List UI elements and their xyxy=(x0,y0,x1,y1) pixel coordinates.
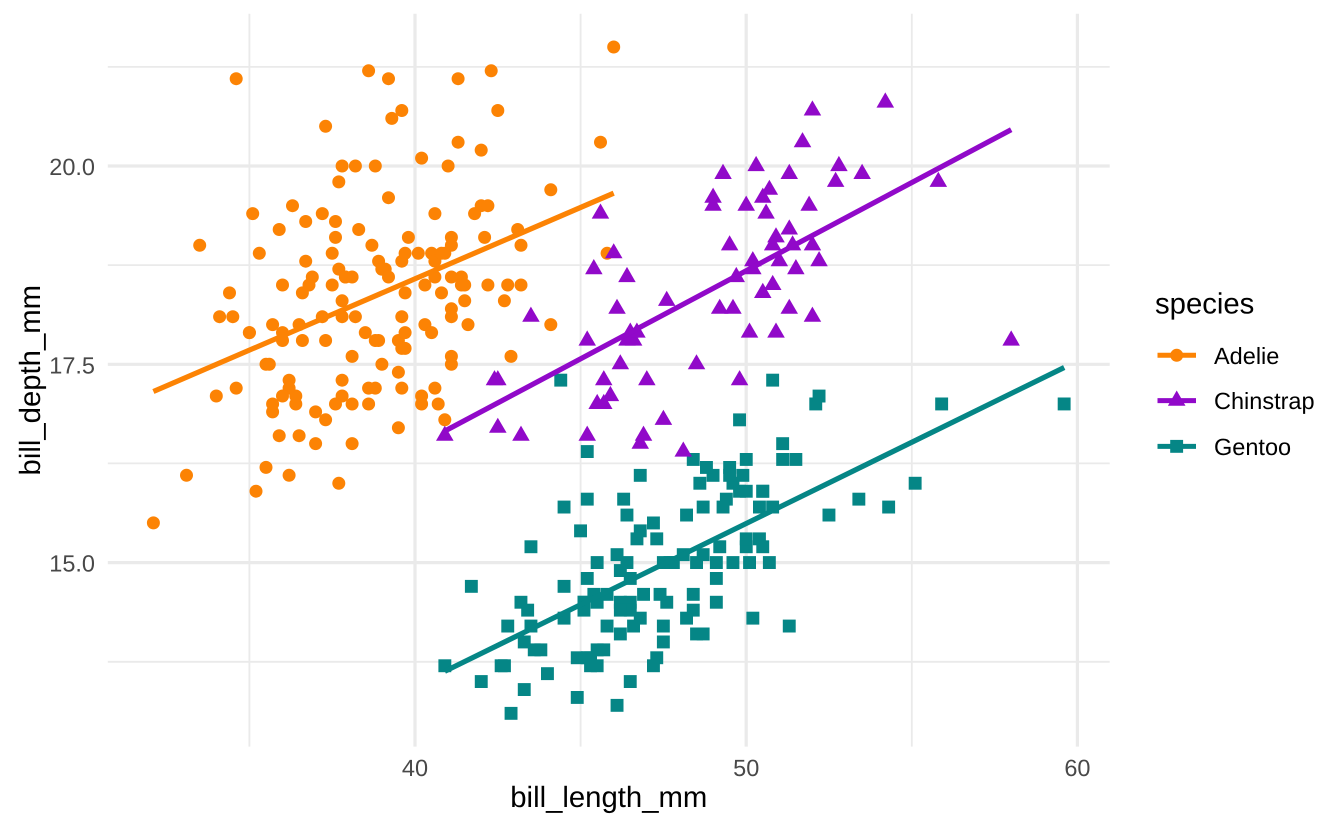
svg-text:60: 60 xyxy=(1064,755,1090,781)
svg-text:bill_length_mm: bill_length_mm xyxy=(510,781,707,814)
svg-text:40: 40 xyxy=(402,755,428,781)
svg-text:15.0: 15.0 xyxy=(49,551,95,577)
svg-text:Gentoo: Gentoo xyxy=(1214,434,1291,460)
svg-text:species: species xyxy=(1155,288,1254,321)
svg-text:Adelie: Adelie xyxy=(1214,343,1279,369)
svg-text:bill_depth_mm: bill_depth_mm xyxy=(14,285,47,476)
svg-text:50: 50 xyxy=(733,755,759,781)
svg-text:Chinstrap: Chinstrap xyxy=(1214,388,1315,414)
svg-text:17.5: 17.5 xyxy=(49,352,95,378)
svg-text:20.0: 20.0 xyxy=(49,154,95,180)
